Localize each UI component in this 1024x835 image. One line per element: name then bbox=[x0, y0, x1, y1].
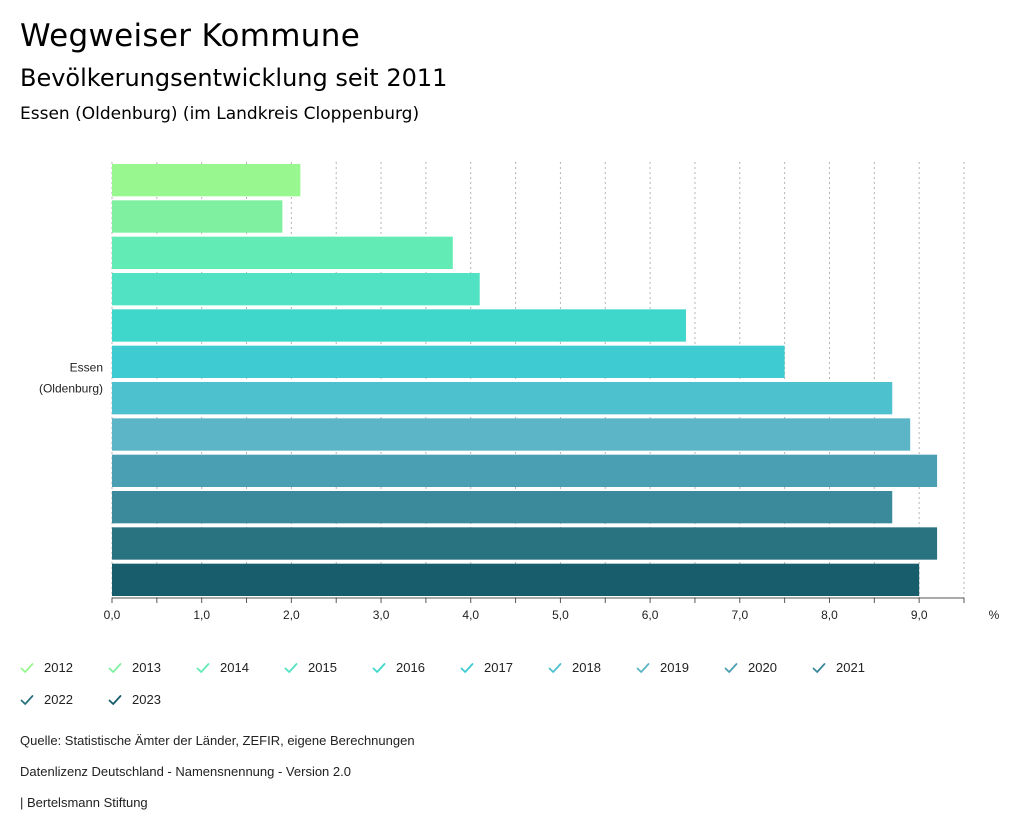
bar-chart: 0,0 1,0 2,0 3,0 4,0 5,0 6,0 7,0 8,0 9,0 % Essen (Old… bbox=[39, 162, 1000, 622]
x-tick-label: 9,0 bbox=[911, 608, 928, 622]
legend-label: 2017 bbox=[484, 660, 513, 675]
category-label: (Oldenburg) bbox=[39, 382, 103, 396]
checkmark-icon bbox=[548, 662, 562, 673]
x-tick-label: 4,0 bbox=[462, 608, 479, 622]
checkmark-icon bbox=[372, 662, 386, 673]
bar-2021 bbox=[112, 491, 893, 524]
checkmark-icon bbox=[196, 662, 210, 673]
legend-label: 2013 bbox=[132, 660, 161, 675]
source-text: Quelle: Statistische Ämter der Länder, Z… bbox=[20, 733, 415, 748]
x-tick-label: 0,0 bbox=[104, 608, 121, 622]
x-tick-label: 8,0 bbox=[821, 608, 838, 622]
checkmark-icon bbox=[108, 694, 122, 705]
checkmark-icon bbox=[108, 662, 122, 673]
checkmark-icon bbox=[636, 662, 650, 673]
region-label: Essen (Oldenburg) (im Landkreis Cloppenb… bbox=[20, 104, 420, 124]
legend-label: 2012 bbox=[44, 660, 73, 675]
x-tick-label: 6,0 bbox=[642, 608, 659, 622]
legend-label: 2015 bbox=[308, 660, 337, 675]
bar-2023 bbox=[112, 563, 920, 596]
bar-2015 bbox=[112, 273, 480, 306]
checkmark-icon bbox=[812, 662, 826, 673]
legend-label: 2023 bbox=[132, 692, 161, 707]
bar-2017 bbox=[112, 345, 785, 378]
x-tick-label: 1,0 bbox=[193, 608, 210, 622]
legend-item-2018[interactable]: 2018 bbox=[548, 660, 601, 675]
checkmark-icon bbox=[20, 694, 34, 705]
bar-2020 bbox=[112, 454, 938, 487]
legend-label: 2022 bbox=[44, 692, 73, 707]
legend-item-2020[interactable]: 2020 bbox=[724, 660, 777, 675]
bar-2022 bbox=[112, 527, 938, 560]
legend-label: 2018 bbox=[572, 660, 601, 675]
bar-2013 bbox=[112, 200, 283, 233]
legend-item-2012[interactable]: 2012 bbox=[20, 660, 73, 675]
publisher-text: | Bertelsmann Stiftung bbox=[20, 795, 148, 810]
legend-label: 2014 bbox=[220, 660, 249, 675]
legend-label: 2021 bbox=[836, 660, 865, 675]
x-tick-label: 3,0 bbox=[373, 608, 390, 622]
legend-item-2022[interactable]: 2022 bbox=[20, 692, 73, 707]
x-tick-label: 2,0 bbox=[283, 608, 300, 622]
checkmark-icon bbox=[20, 662, 34, 673]
chart-title: Wegweiser Kommune bbox=[20, 18, 361, 54]
checkmark-icon bbox=[724, 662, 738, 673]
bar-2012 bbox=[112, 164, 301, 197]
x-tick-label: 5,0 bbox=[552, 608, 569, 622]
license-text: Datenlizenz Deutschland - Namensnennung … bbox=[20, 764, 351, 779]
legend-item-2015[interactable]: 2015 bbox=[284, 660, 337, 675]
x-tick-label: 7,0 bbox=[731, 608, 748, 622]
legend-item-2023[interactable]: 2023 bbox=[108, 692, 161, 707]
bar-2018 bbox=[112, 382, 893, 415]
legend-item-2017[interactable]: 2017 bbox=[460, 660, 513, 675]
bar-2016 bbox=[112, 309, 686, 342]
legend-item-2021[interactable]: 2021 bbox=[812, 660, 865, 675]
legend-label: 2019 bbox=[660, 660, 689, 675]
chart-subtitle: Bevölkerungsentwicklung seit 2011 bbox=[20, 64, 448, 92]
legend-label: 2020 bbox=[748, 660, 777, 675]
checkmark-icon bbox=[460, 662, 474, 673]
legend-item-2016[interactable]: 2016 bbox=[372, 660, 425, 675]
category-label: Essen bbox=[70, 361, 103, 375]
legend-item-2013[interactable]: 2013 bbox=[108, 660, 161, 675]
legend-item-2014[interactable]: 2014 bbox=[196, 660, 249, 675]
bar-2019 bbox=[112, 418, 911, 451]
x-unit-label: % bbox=[989, 608, 1000, 622]
legend-label: 2016 bbox=[396, 660, 425, 675]
checkmark-icon bbox=[284, 662, 298, 673]
legend-item-2019[interactable]: 2019 bbox=[636, 660, 689, 675]
bar-2014 bbox=[112, 236, 453, 269]
